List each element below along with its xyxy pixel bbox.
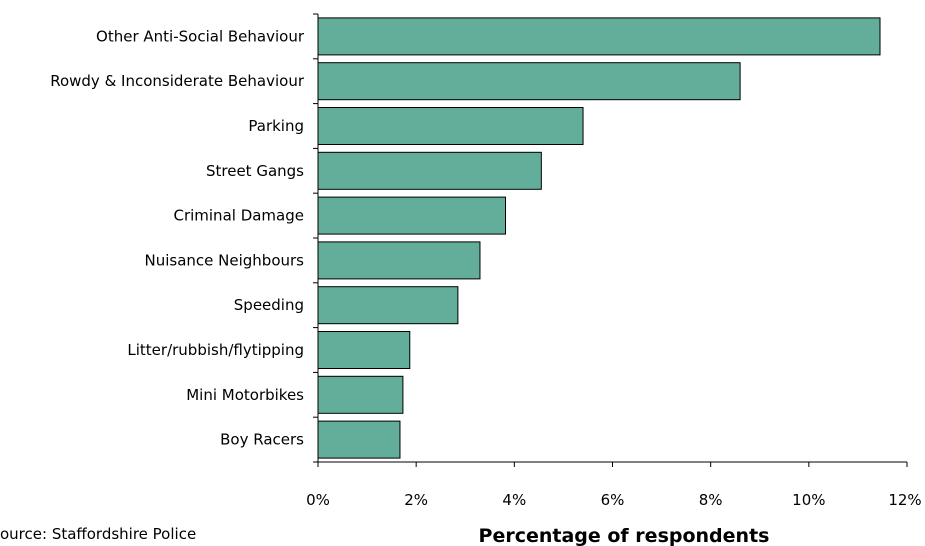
category-label: Nuisance Neighbours	[145, 251, 305, 269]
source-note: ource: Staffordshire Police	[0, 525, 196, 543]
category-label: Parking	[248, 117, 304, 135]
x-tick-label: 0%	[306, 491, 330, 509]
x-tick-label: 4%	[502, 491, 526, 509]
category-labels: Other Anti-Social Behaviour Rowdy & Incon…	[50, 27, 305, 448]
bar	[317, 151, 542, 190]
category-label: Other Anti-Social Behaviour	[96, 27, 305, 45]
bar	[317, 107, 584, 145]
x-tick-label: 8%	[699, 491, 723, 509]
x-tick-label: 2%	[404, 491, 428, 509]
category-label: Rowdy & Inconsiderate Behaviour	[50, 72, 305, 90]
bar	[317, 17, 881, 56]
bar	[317, 62, 741, 101]
bar	[317, 286, 459, 325]
bars-group	[317, 17, 881, 459]
bar	[317, 241, 481, 280]
category-label: Mini Motorbikes	[186, 386, 304, 404]
bar	[317, 375, 404, 414]
category-label: Speeding	[234, 296, 304, 314]
x-axis-ticks: 0% 2% 4% 6% 8% 10% 12%	[306, 462, 922, 509]
bar	[317, 331, 411, 369]
x-tick-label: 12%	[888, 491, 921, 509]
category-label: Litter/rubbish/flytipping	[127, 341, 304, 359]
category-label: Criminal Damage	[173, 207, 304, 225]
category-label: Boy Racers	[220, 431, 304, 449]
x-tick-label: 6%	[601, 491, 625, 509]
y-axis-ticks	[313, 13, 318, 463]
x-axis-title: Percentage of respondents	[479, 525, 770, 546]
bar	[317, 196, 506, 235]
category-label: Street Gangs	[206, 162, 304, 180]
x-tick-label: 10%	[792, 491, 825, 509]
bar	[317, 420, 401, 459]
